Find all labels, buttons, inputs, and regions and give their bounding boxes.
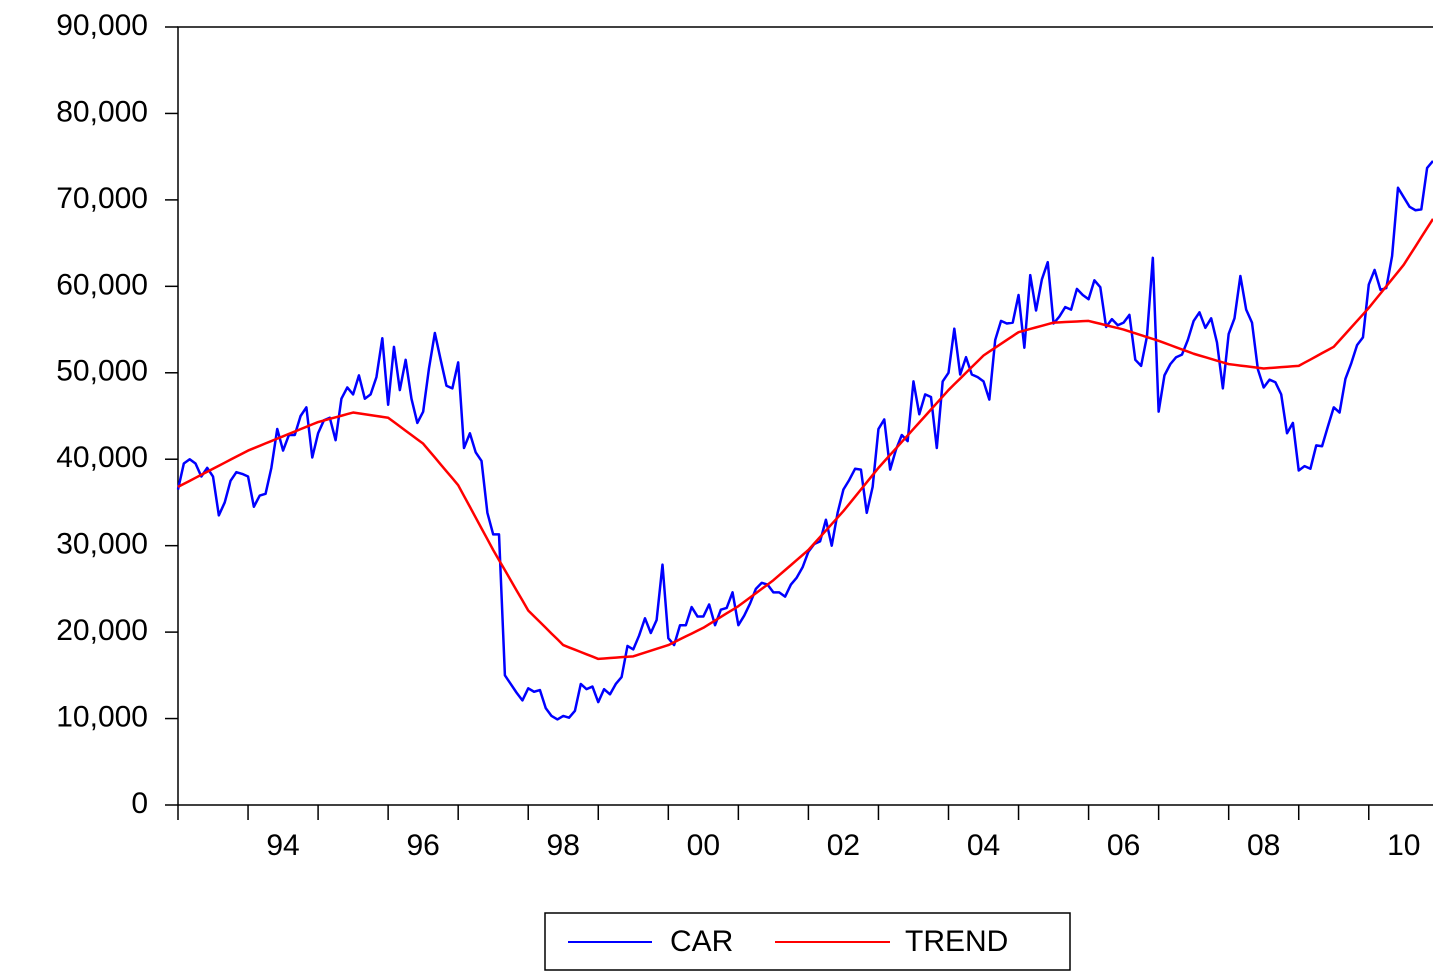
y-tick-label: 30,000 bbox=[56, 528, 148, 561]
y-tick-label: 20,000 bbox=[56, 614, 148, 647]
y-tick-label: 90,000 bbox=[56, 9, 148, 42]
x-tick-label: 96 bbox=[406, 829, 439, 862]
x-tick-label: 08 bbox=[1247, 829, 1280, 862]
x-tick-label: 06 bbox=[1107, 829, 1140, 862]
x-tick-label: 10 bbox=[1387, 829, 1420, 862]
x-tick-label: 04 bbox=[967, 829, 1000, 862]
y-tick-label: 50,000 bbox=[56, 355, 148, 388]
y-tick-label: 10,000 bbox=[56, 700, 148, 733]
y-tick-label: 80,000 bbox=[56, 95, 148, 128]
series-line bbox=[177, 218, 1433, 661]
y-tick-label: 40,000 bbox=[56, 441, 148, 474]
series-line bbox=[176, 160, 1433, 721]
x-tick-label: 94 bbox=[266, 829, 299, 862]
y-tick-label: 0 bbox=[131, 787, 148, 820]
plot-frame bbox=[177, 26, 1433, 805]
x-tick-label: 02 bbox=[827, 829, 860, 862]
legend-label: TREND bbox=[905, 925, 1008, 958]
y-tick-label: 60,000 bbox=[56, 268, 148, 301]
legend-label: CAR bbox=[670, 925, 733, 958]
x-tick-label: 98 bbox=[547, 829, 580, 862]
x-tick-label: 00 bbox=[687, 829, 720, 862]
y-tick-label: 70,000 bbox=[56, 182, 148, 215]
